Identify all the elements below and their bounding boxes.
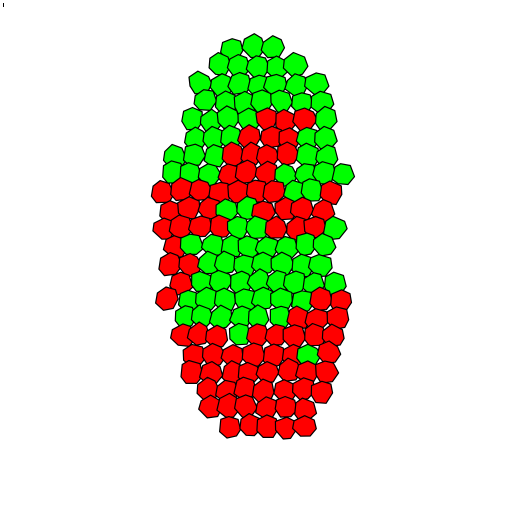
cell: [255, 361, 280, 384]
cell: [304, 72, 330, 96]
cell: [239, 413, 262, 437]
cell: [234, 394, 258, 419]
cell: [286, 305, 311, 330]
cell: [182, 143, 206, 167]
cell: [259, 125, 283, 149]
cell: [209, 214, 234, 239]
cell: [250, 286, 276, 311]
cell: [274, 416, 298, 440]
cell: [158, 252, 183, 277]
cell: [198, 394, 223, 419]
cell: [282, 324, 307, 348]
cell: [295, 232, 318, 257]
cell: [245, 55, 271, 79]
cell: [331, 163, 356, 186]
cell: [309, 286, 333, 311]
cell: [208, 304, 233, 330]
cell: [295, 142, 320, 168]
cell: [213, 250, 238, 275]
cell: [186, 321, 211, 346]
cell: [205, 324, 229, 348]
cell: [274, 395, 298, 418]
cell: [193, 89, 218, 112]
cell: [155, 286, 179, 311]
cell: [180, 359, 204, 384]
cell: [220, 234, 244, 258]
cell: [200, 233, 226, 257]
cell: [322, 215, 348, 241]
cell: [219, 416, 242, 439]
cell: [292, 377, 316, 401]
cell: [282, 51, 309, 78]
cell: [300, 178, 324, 202]
cell: [310, 380, 334, 404]
cell: [251, 251, 276, 276]
corner-tick-mark: [3, 3, 4, 7]
cell: [260, 35, 286, 59]
cell: [319, 180, 343, 206]
cell: [292, 415, 317, 437]
cell: [326, 306, 350, 330]
cell: [203, 144, 228, 168]
cell: [241, 33, 266, 59]
cell: [270, 89, 293, 113]
cell-group: [150, 33, 356, 440]
cell: [315, 360, 340, 384]
cell: [312, 232, 337, 257]
cell: [264, 215, 288, 239]
cell: [292, 107, 318, 132]
cell: [262, 180, 287, 204]
cell: [179, 233, 205, 255]
cell: [227, 71, 252, 95]
cell: [256, 414, 280, 438]
cell: [228, 322, 251, 346]
cell: [307, 254, 333, 278]
cell: [276, 141, 300, 167]
cell: [181, 106, 204, 131]
cell: [188, 215, 213, 238]
